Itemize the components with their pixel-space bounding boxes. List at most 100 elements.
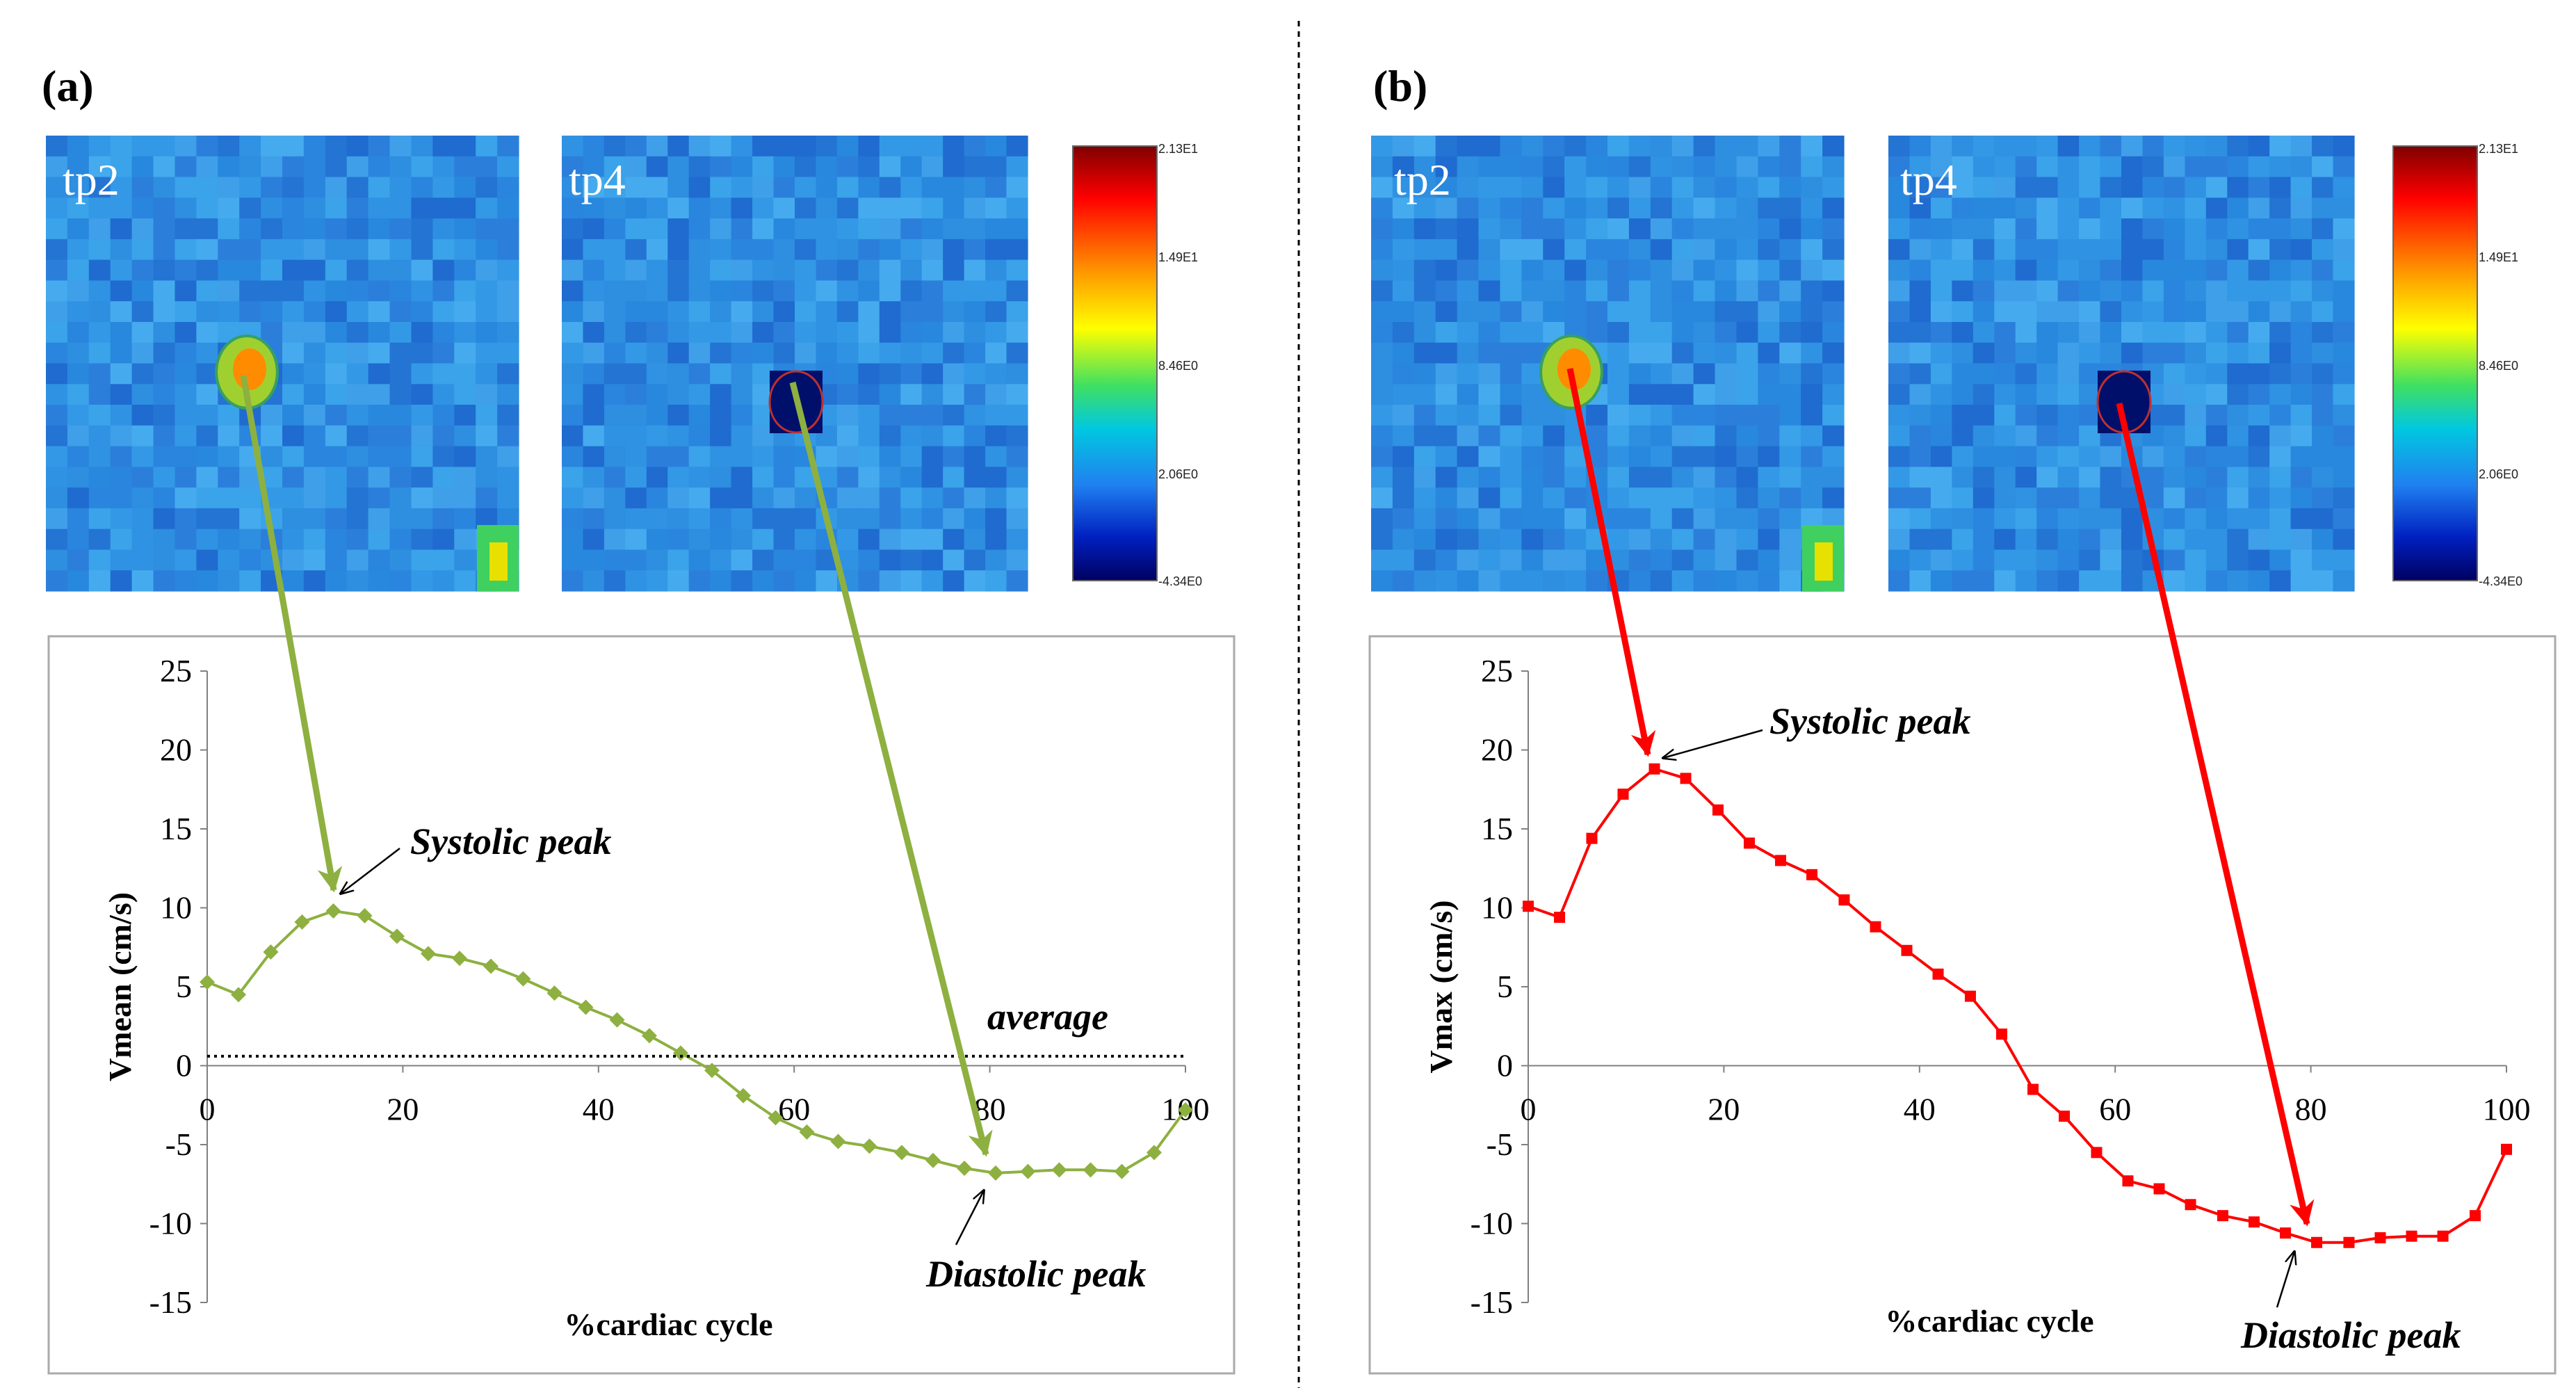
colorbar-b-gradient [2392, 145, 2478, 581]
map-pixel [1693, 425, 1716, 447]
map-pixel [239, 549, 261, 571]
map-pixel [2036, 467, 2059, 488]
map-pixel [879, 218, 901, 240]
map-pixel [1650, 528, 1673, 551]
data-point [2153, 1183, 2165, 1195]
map-pixel [1586, 425, 1608, 447]
map-pixel [1478, 425, 1500, 447]
map-pixel [2312, 508, 2334, 530]
map-pixel [1909, 487, 1931, 509]
map-pixel [583, 218, 605, 240]
data-point [1712, 804, 1724, 816]
map-pixel [2036, 405, 2059, 426]
map-pixel [1779, 342, 1801, 364]
map-pixel [110, 342, 133, 364]
map-pixel [2248, 177, 2270, 198]
map-pixel [795, 280, 817, 302]
map-pixel [858, 405, 880, 426]
chart-a-diastolic-pointer [955, 1191, 984, 1245]
map-pixel [731, 446, 753, 467]
map-pixel [1435, 342, 1458, 364]
map-pixel [239, 280, 261, 302]
map-pixel [476, 136, 498, 157]
map-pixel [1564, 218, 1587, 240]
map-pixel [2100, 239, 2122, 261]
map-pixel [604, 136, 626, 157]
map-pixel [879, 239, 901, 261]
map-pixel [1994, 136, 2016, 157]
map-pixel [900, 259, 923, 281]
map-pixel [1715, 301, 1737, 323]
map-pixel [900, 508, 923, 530]
map-pixel [2015, 301, 2037, 323]
map-pixel [2312, 218, 2334, 240]
map-pixel [1607, 405, 1630, 426]
map-pixel [1413, 508, 1436, 530]
map-pixel [1801, 197, 1823, 219]
map-pixel [2333, 425, 2355, 447]
map-pixel [964, 446, 986, 467]
map-pixel [2269, 528, 2292, 551]
map-pixel [2248, 342, 2270, 364]
map-pixel [1500, 549, 1522, 571]
map-pixel [2057, 280, 2080, 302]
map-pixel [325, 487, 348, 509]
map-pixel [1779, 218, 1801, 240]
map-pixel [2036, 425, 2059, 447]
map-pixel [454, 508, 476, 530]
map-pixel [2248, 549, 2270, 571]
map-pixel [2248, 528, 2270, 551]
map-pixel [325, 156, 348, 178]
map-pixel [1736, 156, 1758, 178]
map-pixel [2142, 177, 2164, 198]
map-pixel [562, 487, 584, 509]
map-pixel [346, 218, 369, 240]
map-pixel [2121, 322, 2144, 344]
colorbar-a-label-4: -4.34E0 [1158, 574, 1202, 588]
map-pixel [1952, 280, 1974, 302]
map-pixel [2333, 136, 2355, 157]
map-pixel [2227, 528, 2249, 551]
map-pixel [1478, 405, 1500, 426]
map-pixel [218, 570, 240, 592]
map-pixel [2185, 301, 2207, 323]
map-pixel [604, 218, 626, 240]
map-pixel [879, 487, 901, 509]
map-pixel [625, 508, 647, 530]
map-pixel [110, 197, 133, 219]
map-pixel [1994, 342, 2016, 364]
map-pixel [368, 467, 391, 488]
map-pixel [2290, 570, 2312, 592]
map-pixel [943, 322, 965, 344]
map-pixel [667, 342, 690, 364]
map-pixel [688, 363, 711, 385]
map-pixel [2163, 487, 2185, 509]
map-pixel [604, 342, 626, 364]
map-pixel [752, 446, 775, 467]
map-pixel [476, 177, 498, 198]
map-pixel [1413, 487, 1436, 509]
map-pixel [1500, 259, 1522, 281]
map-pixel [110, 363, 133, 385]
map-pixel [1413, 280, 1436, 302]
map-pixel [1371, 570, 1393, 592]
map-pixel [2333, 528, 2355, 551]
map-pixel [2312, 136, 2334, 157]
map-pixel [2333, 570, 2355, 592]
map-pixel [303, 177, 326, 198]
map-pixel [1801, 156, 1823, 178]
map-pixel [752, 487, 775, 509]
map-pixel [1457, 136, 1480, 157]
map-pixel [1500, 322, 1522, 344]
map-pixel [1801, 405, 1823, 426]
map-pixel [282, 467, 305, 488]
map-pixel [175, 218, 197, 240]
map-pixel [1888, 136, 1911, 157]
map-pixel [2205, 280, 2228, 302]
map-pixel [2142, 322, 2164, 344]
map-pixel [1500, 280, 1522, 302]
map-pixel [1457, 342, 1480, 364]
map-pixel [667, 467, 690, 488]
map-pixel [1607, 467, 1630, 488]
map-pixel [1564, 467, 1587, 488]
